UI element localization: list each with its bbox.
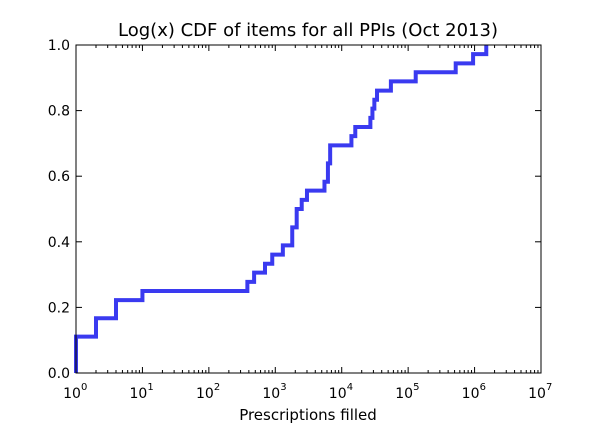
x-tick-label-exp: 6 [480, 382, 486, 393]
x-tick-label-base: 10 [63, 386, 81, 402]
x-tick-label-base: 10 [462, 386, 480, 402]
x-tick-label-base: 10 [395, 386, 413, 402]
x-tick-label-exp: 2 [214, 382, 220, 393]
x-tick-label: 10 5 [395, 382, 419, 402]
y-axis-ticks: 0.0 0.2 0.4 0.6 0.8 1.0 [48, 38, 541, 382]
series-line-0 [74, 45, 489, 373]
y-tick-label: 0.4 [48, 235, 70, 251]
x-tick-label-exp: 4 [347, 382, 353, 393]
x-tick-label-exp: 0 [81, 382, 87, 393]
x-tick-label-exp: 5 [413, 382, 419, 393]
y-tick-label: 0.8 [48, 104, 70, 120]
x-tick-label: 10 7 [528, 382, 552, 402]
x-tick-label: 10 2 [196, 382, 220, 402]
axes-frame [75, 44, 542, 374]
chart-title: Log(x) CDF of items for all PPIs (Oct 20… [118, 20, 498, 41]
x-tick-label-base: 10 [130, 386, 148, 402]
x-tick-label-exp: 1 [147, 382, 153, 393]
x-tick-label: 10 1 [130, 382, 154, 402]
plot-area [74, 44, 542, 374]
y-tick-label: 0.2 [48, 300, 70, 316]
x-tick-label: 10 4 [329, 382, 353, 402]
x-tick-label-exp: 3 [280, 382, 286, 393]
y-tick-label: 0.0 [48, 366, 70, 382]
x-tick-label-base: 10 [528, 386, 546, 402]
x-tick-label-base: 10 [262, 386, 280, 402]
y-tick-label: 0.6 [48, 169, 70, 185]
x-tick-label: 10 0 [63, 382, 87, 402]
x-tick-label: 10 3 [262, 382, 286, 402]
x-tick-label-base: 10 [196, 386, 214, 402]
x-tick-label: 10 6 [462, 382, 486, 402]
x-axis-label: Prescriptions filled [239, 406, 377, 424]
x-tick-label-exp: 7 [546, 382, 552, 393]
y-tick-label: 1.0 [48, 38, 70, 54]
x-axis-ticks: 10 0 10 1 10 2 10 3 10 4 10 5 10 6 10 7 [63, 45, 552, 402]
x-tick-label-base: 10 [329, 386, 347, 402]
